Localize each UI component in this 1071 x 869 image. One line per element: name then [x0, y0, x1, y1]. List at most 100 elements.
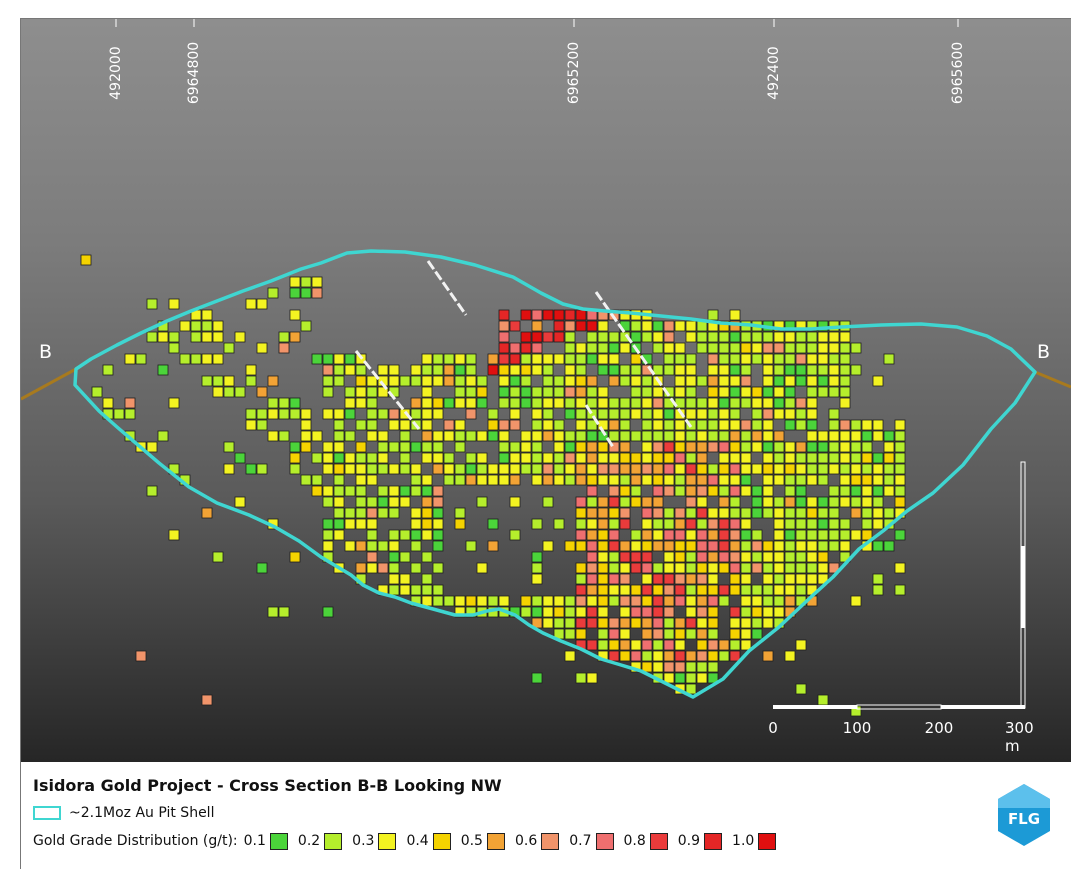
grade-block	[520, 353, 532, 365]
grade-block	[784, 595, 796, 607]
grade-block	[399, 496, 411, 508]
grade-block	[366, 562, 378, 574]
grade-block	[597, 386, 609, 398]
grade-block	[575, 584, 587, 596]
grade-block	[542, 617, 554, 629]
grade-block	[597, 518, 609, 530]
grade-block	[366, 408, 378, 420]
grade-block	[300, 320, 312, 332]
grade-block	[685, 595, 697, 607]
grade-block	[531, 408, 543, 420]
grade-block	[531, 452, 543, 464]
grade-block	[740, 529, 752, 541]
grade-block	[795, 397, 807, 409]
grade-block	[520, 342, 532, 354]
grade-block	[542, 463, 554, 475]
grade-block	[652, 441, 664, 453]
grade-block	[850, 595, 862, 607]
grade-block	[487, 540, 499, 552]
grade-block	[762, 397, 774, 409]
grade-block	[520, 430, 532, 442]
grade-block	[707, 628, 719, 640]
grade-block	[729, 540, 741, 552]
grade-block	[564, 628, 576, 640]
grade-block	[355, 441, 367, 453]
coordinate-label: 492400	[766, 46, 782, 100]
grade-block	[542, 397, 554, 409]
grade-block	[718, 375, 730, 387]
grade-block	[773, 595, 785, 607]
grade-block	[564, 309, 576, 321]
grade-block	[641, 573, 653, 585]
grade-block	[410, 397, 422, 409]
grade-block	[410, 375, 422, 387]
grade-block	[245, 419, 257, 431]
grade-block	[399, 529, 411, 541]
grade-block	[289, 276, 301, 288]
grade-block	[201, 309, 213, 321]
grade-block	[454, 364, 466, 376]
grade-block	[806, 320, 818, 332]
grade-block	[663, 551, 675, 563]
grade-block	[487, 408, 499, 420]
grade-block	[663, 430, 675, 442]
grade-block	[377, 562, 389, 574]
grade-block	[828, 430, 840, 442]
grade-block	[839, 485, 851, 497]
grade-block	[520, 364, 532, 376]
grade-block	[190, 353, 202, 365]
grade-block	[663, 408, 675, 420]
grade-swatch	[378, 832, 397, 850]
grade-block	[850, 496, 862, 508]
grade-block	[718, 529, 730, 541]
grade-block	[410, 463, 422, 475]
grade-block	[355, 375, 367, 387]
grade-block	[729, 573, 741, 585]
grade-block	[509, 408, 521, 420]
grade-block	[564, 364, 576, 376]
grade-block	[399, 485, 411, 497]
grade-block	[399, 419, 411, 431]
grade-block	[729, 529, 741, 541]
grade-block	[674, 507, 686, 519]
grade-block	[168, 331, 180, 343]
grade-block	[520, 595, 532, 607]
grade-block	[388, 584, 400, 596]
grade-block	[795, 364, 807, 376]
grade-block	[828, 518, 840, 530]
grade-block	[641, 595, 653, 607]
grade-block	[685, 353, 697, 365]
grade-block	[740, 639, 752, 651]
grade-block	[619, 628, 631, 640]
grade-block	[784, 540, 796, 552]
grade-block	[586, 320, 598, 332]
grade-block	[762, 617, 774, 629]
grade-block	[575, 353, 587, 365]
grade-block	[817, 474, 829, 486]
grade-block	[740, 507, 752, 519]
grade-block	[685, 661, 697, 673]
grade-block	[564, 342, 576, 354]
grade-block	[608, 562, 620, 574]
grade-value: 0.1	[243, 833, 266, 849]
grade-block	[476, 430, 488, 442]
grade-block	[487, 364, 499, 376]
grade-block	[366, 551, 378, 563]
grade-block	[531, 518, 543, 530]
grade-block	[267, 606, 279, 618]
grade-block	[619, 518, 631, 530]
grade-block	[707, 584, 719, 596]
grade-block	[773, 573, 785, 585]
grade-block	[245, 463, 257, 475]
grade-block	[630, 650, 642, 662]
grade-block	[597, 617, 609, 629]
grade-block	[487, 353, 499, 365]
grade-block	[278, 397, 290, 409]
grade-block	[674, 364, 686, 376]
grade-block	[410, 364, 422, 376]
section-trace-left	[21, 367, 77, 401]
grade-block	[344, 507, 356, 519]
grade-block	[531, 419, 543, 431]
grade-block	[773, 430, 785, 442]
grade-block	[729, 496, 741, 508]
